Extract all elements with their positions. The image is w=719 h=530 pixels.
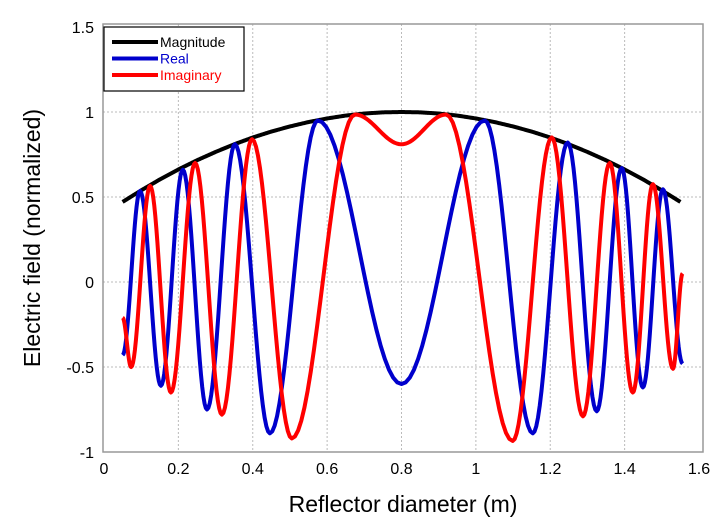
legend-label-real: Real	[160, 51, 189, 67]
legend-label-imaginary: Imaginary	[160, 67, 221, 83]
series-line-imaginary	[121, 112, 685, 443]
x-tick-label: 1.4	[614, 461, 636, 478]
y-tick-label: -0.5	[66, 360, 94, 377]
x-tick-label: 1	[471, 461, 480, 478]
tick-labels: 0 0.2 0.4 0.6 0.8 1 1.2 1.4 1.6 -1 -0.5 0 0.5 1 1.5	[66, 20, 710, 478]
x-tick-label: 0	[100, 461, 109, 478]
y-tick-label: -1	[80, 445, 94, 462]
x-axis-label: Reflector diameter (m)	[289, 491, 518, 517]
y-tick-label: 0.5	[72, 190, 94, 207]
x-tick-label: 0.8	[390, 461, 412, 478]
legend-label-magnitude: Magnitude	[160, 34, 226, 50]
series-line-real	[121, 118, 685, 436]
y-axis-label: Electric field (normalized)	[19, 109, 45, 367]
series-lines	[121, 110, 685, 443]
x-tick-label: 0.2	[167, 461, 189, 478]
x-tick-label: 1.2	[539, 461, 561, 478]
x-tick-label: 1.6	[688, 461, 710, 478]
x-tick-label: 0.4	[242, 461, 264, 478]
y-tick-label: 1	[85, 105, 94, 122]
y-tick-label: 0	[85, 275, 94, 292]
x-tick-label: 0.6	[316, 461, 338, 478]
series-line-magnitude	[121, 110, 682, 204]
y-tick-label: 1.5	[72, 20, 94, 37]
plot-frame	[102, 23, 704, 453]
